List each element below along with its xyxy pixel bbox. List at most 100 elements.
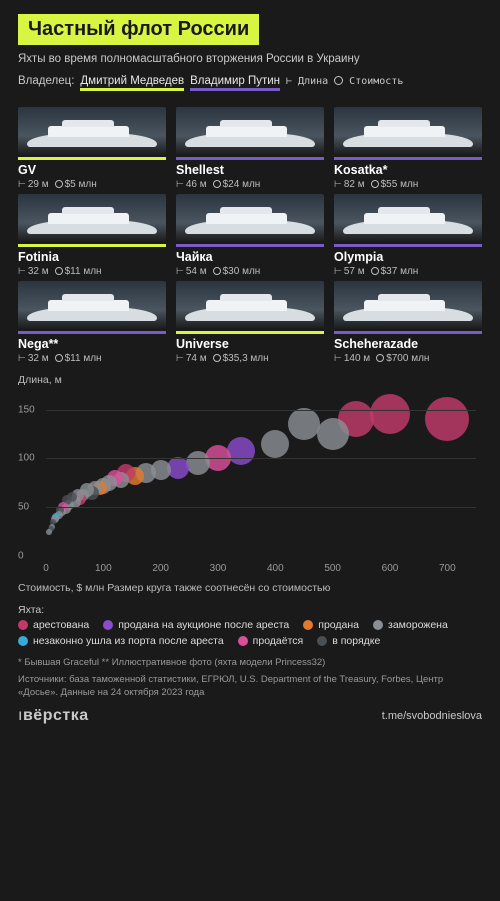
yacht-image (334, 194, 482, 242)
publisher-logo: ıвёрстка (18, 707, 89, 725)
yacht-stats: 82 м$55 млн (334, 179, 482, 190)
y-tick: 0 (18, 551, 24, 562)
cost-key: Стоимость (349, 76, 403, 87)
legend-label: продаётся (253, 635, 304, 647)
length-key: ⊢ Длина (286, 76, 328, 87)
x-tick: 300 (210, 563, 227, 574)
data-point (46, 529, 52, 535)
scatter-chart: Длина, м 0501001500100200300400500600700… (0, 368, 500, 594)
telegram-link[interactable]: t.me/svobodnieslova (382, 710, 482, 722)
owner-underline (18, 331, 166, 334)
x-tick: 600 (382, 563, 399, 574)
x-tick: 500 (324, 563, 341, 574)
data-point (186, 451, 210, 475)
owner-legend: Владелец: Дмитрий Медведев Владимир Пути… (18, 75, 482, 91)
x-tick: 400 (267, 563, 284, 574)
x-axis-label: Стоимость, $ млн Размер круга также соот… (18, 582, 482, 594)
chart-plot-area: 0501001500100200300400500600700 (18, 390, 482, 580)
legend-swatch (18, 636, 28, 646)
legend-item: в порядке (317, 635, 380, 647)
legend-label: продана (318, 619, 359, 631)
yacht-image (18, 281, 166, 329)
data-point (227, 437, 255, 465)
yacht-image (334, 281, 482, 329)
data-point (261, 430, 289, 458)
y-tick: 100 (18, 453, 35, 464)
yacht-name: Scheherazade (334, 337, 482, 351)
owner-underline (334, 244, 482, 247)
yacht-name: Чайка (176, 250, 324, 264)
status-legend: Яхта: арестована продана на аукционе посл… (0, 594, 500, 651)
yacht-card: Чайка54 м$30 млн (176, 194, 324, 277)
legend-swatch (238, 636, 248, 646)
legend-item: продаётся (238, 635, 304, 647)
page-title: Частный флот России (18, 14, 259, 45)
header: Частный флот России Яхты во время полном… (0, 0, 500, 97)
legend-label: продана на аукционе после ареста (118, 619, 289, 631)
yacht-card: GV29 м$5 млн (18, 107, 166, 190)
owner-underline (176, 157, 324, 160)
yacht-name: Shellest (176, 163, 324, 177)
legend-swatch (317, 636, 327, 646)
yacht-card: Fotinia32 м$11 млн (18, 194, 166, 277)
yacht-name: Fotinia (18, 250, 166, 264)
legend-label: незаконно ушла из порта после ареста (33, 635, 224, 647)
yacht-stats: 29 м$5 млн (18, 179, 166, 190)
data-point (370, 394, 410, 434)
cost-ring-icon (55, 180, 63, 188)
yacht-card: Kosatka*82 м$55 млн (334, 107, 482, 190)
owner-underline (18, 157, 166, 160)
cost-ring-icon (55, 267, 63, 275)
footnote-1: * Бывшая Graceful ** Иллюстративное фото… (18, 657, 482, 670)
yacht-stats: 140 м$700 млн (334, 353, 482, 364)
yacht-card: Olympia 57 м$37 млн (334, 194, 482, 277)
cost-ring-icon (334, 75, 343, 87)
legend-swatch (18, 620, 28, 630)
footer: ıвёрстка t.me/svobodnieslova (0, 699, 500, 725)
owner-underline (176, 331, 324, 334)
cost-ring-icon (213, 180, 221, 188)
yacht-stats: 74 м$35,3 млн (176, 353, 324, 364)
yacht-image (18, 194, 166, 242)
yacht-image (334, 107, 482, 155)
yacht-name: Olympia (334, 250, 482, 264)
yacht-card: Scheherazade 140 м$700 млн (334, 281, 482, 364)
owner-underline (334, 331, 482, 334)
footnotes: * Бывшая Graceful ** Иллюстративное фото… (0, 651, 500, 699)
x-tick: 0 (43, 563, 49, 574)
owner-underline (334, 157, 482, 160)
x-tick: 200 (152, 563, 169, 574)
legend-label: заморожена (388, 619, 448, 631)
yacht-grid: GV29 м$5 млн Shellest 46 м$24 млн Kosatka*8… (0, 97, 500, 368)
x-tick: 700 (439, 563, 456, 574)
data-point (317, 418, 349, 450)
owner-underline (18, 244, 166, 247)
yacht-image (176, 194, 324, 242)
yacht-card: Shellest 46 м$24 млн (176, 107, 324, 190)
yacht-name: Universe (176, 337, 324, 351)
yacht-name: Nega** (18, 337, 166, 351)
legend-swatch (373, 620, 383, 630)
legend-item: продана на аукционе после ареста (103, 619, 289, 631)
yacht-stats: 57 м$37 млн (334, 266, 482, 277)
data-point (288, 408, 320, 440)
cost-ring-icon (55, 354, 63, 362)
y-axis-label: Длина, м (18, 374, 482, 386)
cost-ring-icon (371, 267, 379, 275)
yacht-stats: 46 м$24 млн (176, 179, 324, 190)
legend-label: арестована (33, 619, 89, 631)
legend-item: продана (303, 619, 359, 631)
cost-ring-icon (376, 354, 384, 362)
yacht-image (18, 107, 166, 155)
cost-ring-icon (371, 180, 379, 188)
owner-putin: Владимир Путин (190, 75, 280, 91)
footnote-2: Источники: база таможенной статистики, Е… (18, 674, 482, 700)
legend-title: Яхта: (18, 604, 482, 616)
subtitle: Яхты во время полномасштабного вторжения… (18, 53, 482, 65)
yacht-card: Nega**32 м$11 млн (18, 281, 166, 364)
legend-item: заморожена (373, 619, 448, 631)
cost-ring-icon (213, 267, 221, 275)
y-tick: 50 (18, 502, 29, 513)
legend-swatch (103, 620, 113, 630)
yacht-image (176, 281, 324, 329)
